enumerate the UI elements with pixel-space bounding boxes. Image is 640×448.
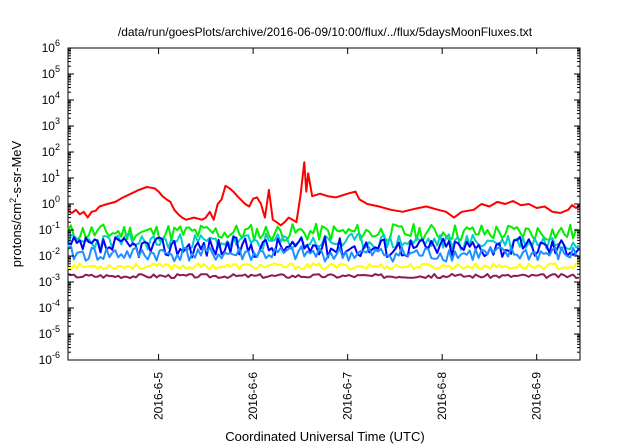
y-tick-label: 10-6 <box>39 350 60 367</box>
y-axis-label: protons/cm2-s-sr-MeV <box>8 140 24 267</box>
y-tick-label: 104 <box>42 90 60 107</box>
y-tick-label: 10-3 <box>39 272 60 289</box>
y-axis-label-sup: 2 <box>8 198 18 203</box>
y-tick-label: 102 <box>42 142 60 159</box>
y-tick-label: 10-1 <box>39 220 60 237</box>
y-tick-label: 105 <box>42 64 60 81</box>
x-tick-label: 2016-6-7 <box>341 372 355 420</box>
x-tick-label: 2016-6-6 <box>246 372 260 420</box>
x-tick-label: 2016-6-9 <box>530 372 544 420</box>
series-line-1 <box>67 222 580 243</box>
y-tick-label: 10-5 <box>39 324 60 341</box>
x-tick-label: 2016-6-8 <box>435 372 449 420</box>
x-axis: 2016-6-5 2016-6-6 2016-6-7 2016-6-8 2016-6-9 <box>152 48 544 420</box>
plot-area: 10-6 10-5 10-4 10-3 10-2 10-1 100 101 102 103 104 1… <box>39 38 581 420</box>
y-axis: 10-6 10-5 10-4 10-3 10-2 10-1 100 101 102 103 104 1… <box>39 38 580 367</box>
series-line-5 <box>67 262 580 271</box>
x-axis-label: Coordinated Universal Time (UTC) <box>225 429 424 444</box>
y-tick-label: 101 <box>42 168 60 185</box>
y-tick-label: 100 <box>42 194 60 211</box>
series-layer <box>67 161 581 280</box>
series-line-4 <box>67 245 580 263</box>
y-tick-label: 10-4 <box>39 298 60 315</box>
y-axis-label-rest: -s-sr-MeV <box>9 140 24 197</box>
x-tick-label: 2016-6-5 <box>152 372 166 420</box>
y-tick-label: 10-2 <box>39 246 60 263</box>
y-tick-label: 106 <box>42 38 60 55</box>
series-line-6 <box>67 272 580 280</box>
series-line-0 <box>67 161 581 227</box>
y-tick-label: 103 <box>42 116 60 133</box>
chart-title: /data/run/goesPlots/archive/2016-06-09/1… <box>118 25 533 39</box>
y-axis-label-base: protons/cm <box>9 203 24 267</box>
